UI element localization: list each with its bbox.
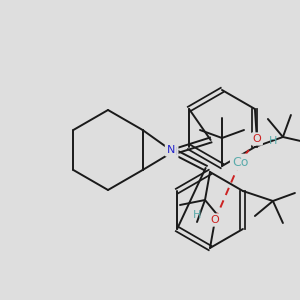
- Text: H: H: [193, 210, 201, 220]
- Text: O: O: [211, 215, 219, 225]
- Text: N: N: [167, 145, 175, 155]
- Text: N: N: [169, 147, 177, 157]
- Text: Co: Co: [232, 155, 248, 169]
- Text: O: O: [253, 134, 261, 144]
- Text: H: H: [269, 136, 277, 146]
